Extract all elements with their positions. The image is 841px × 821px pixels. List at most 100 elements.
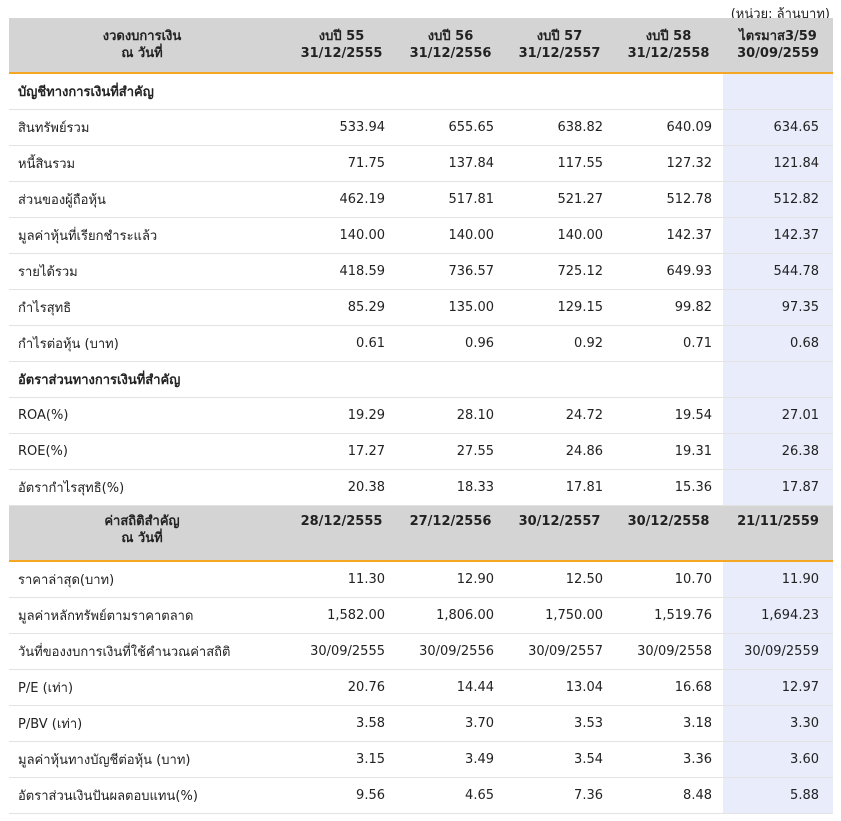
row-label: กำไรสุทธิ (9, 289, 287, 326)
row-value: 14.44 (396, 669, 505, 706)
section-financial-statements: บัญชีทางการเงินที่สำคัญ (9, 73, 833, 110)
header-label-line2: ณ วันที่ (121, 46, 163, 61)
header-column-date: 30/12/2557 (518, 514, 601, 529)
row-value: 0.92 (505, 325, 614, 362)
row-value: 725.12 (505, 253, 614, 290)
row-value: 517.81 (396, 181, 505, 218)
row-label: มูลค่าหุ้นทางบัญชีต่อหุ้น (บาท) (9, 741, 287, 778)
row-value: 4.65 (396, 777, 505, 814)
row-value: 30/09/2559 (723, 633, 833, 670)
row-value: 129.15 (505, 289, 614, 326)
row-value: 17.27 (287, 433, 396, 470)
row-value: 3.36 (614, 741, 723, 778)
row-value: 30/09/2556 (396, 633, 505, 670)
row-value: 1,694.23 (723, 597, 833, 634)
header-column-5: ไตรมาส3/59 30/09/2559 (723, 18, 833, 74)
row-value: 1,750.00 (505, 597, 614, 634)
row-value: 140.00 (505, 217, 614, 254)
header-column-title: งบปี 57 (536, 29, 583, 44)
row-value: 544.78 (723, 253, 833, 290)
table-row: ราคาล่าสุด(บาท) 11.30 12.90 12.50 10.70 11.90 (9, 561, 833, 598)
row-value: 3.60 (723, 741, 833, 778)
table-row: ROE(%) 17.27 27.55 24.86 19.31 26.38 (9, 433, 833, 470)
financial-table: งวดงบการเงินณ วันที่ งบปี 55 31/12/2555 งบป… (9, 18, 833, 814)
row-label: อัตรากำไรสุทธิ(%) (9, 469, 287, 506)
row-value: 0.96 (396, 325, 505, 362)
row-value: 24.86 (505, 433, 614, 470)
header-label-line1: ค่าสถิติสำคัญ (104, 514, 180, 529)
row-value: 17.87 (723, 469, 833, 506)
table-row: ส่วนของผู้ถือหุ้น 462.19 517.81 521.27 512.7… (9, 181, 833, 218)
row-value: 13.04 (505, 669, 614, 706)
table-row: P/BV (เท่า) 3.58 3.70 3.53 3.18 3.30 (9, 705, 833, 742)
table-row: อัตราส่วนเงินปันผลตอบแทน(%) 9.56 4.65 7.36 8… (9, 777, 833, 814)
row-value: 117.55 (505, 145, 614, 182)
table-row: อัตรากำไรสุทธิ(%) 20.38 18.33 17.81 15.36 17.… (9, 469, 833, 506)
row-value: 512.82 (723, 181, 833, 218)
header-column-4: 30/12/2558 (614, 505, 723, 562)
row-value: 19.31 (614, 433, 723, 470)
row-value: 12.50 (505, 561, 614, 598)
row-value: 30/09/2558 (614, 633, 723, 670)
header-column-title: งบปี 55 (318, 29, 365, 44)
row-value: 5.88 (723, 777, 833, 814)
row-value: 3.53 (505, 705, 614, 742)
row-value: 11.30 (287, 561, 396, 598)
table-header-row: ค่าสถิติสำคัญณ วันที่ 28/12/2555 27/12/255… (9, 505, 833, 562)
row-value: 16.68 (614, 669, 723, 706)
header-column-date: 30/09/2559 (737, 46, 819, 61)
table-row: กำไรสุทธิ 85.29 135.00 129.15 99.82 97.35 (9, 289, 833, 326)
section-highlight-cell (723, 361, 833, 398)
table-row: P/E (เท่า) 20.76 14.44 13.04 16.68 12.97 (9, 669, 833, 706)
table-row: รายได้รวม 418.59 736.57 725.12 649.93 544.78 (9, 253, 833, 290)
row-value: 18.33 (396, 469, 505, 506)
row-label: ROA(%) (9, 397, 287, 434)
row-value: 418.59 (287, 253, 396, 290)
row-value: 512.78 (614, 181, 723, 218)
row-label: รายได้รวม (9, 253, 287, 290)
row-value: 121.84 (723, 145, 833, 182)
row-label: P/E (เท่า) (9, 669, 287, 706)
header-column-date: 27/12/2556 (409, 514, 492, 529)
row-value: 140.00 (396, 217, 505, 254)
header-column-date: 21/11/2559 (737, 514, 819, 529)
table-row: สินทรัพย์รวม 533.94 655.65 638.82 640.09 634.… (9, 109, 833, 146)
row-value: 1,806.00 (396, 597, 505, 634)
header-column-2: งบปี 56 31/12/2556 (396, 18, 505, 74)
header-label-line1: งวดงบการเงิน (102, 29, 182, 44)
row-value: 0.71 (614, 325, 723, 362)
row-value: 655.65 (396, 109, 505, 146)
row-value: 8.48 (614, 777, 723, 814)
row-label: สินทรัพย์รวม (9, 109, 287, 146)
row-value: 12.90 (396, 561, 505, 598)
header-column-date: 31/12/2555 (300, 46, 383, 61)
header-column-title: ไตรมาส3/59 (739, 29, 817, 44)
row-value: 71.75 (287, 145, 396, 182)
row-value: 137.84 (396, 145, 505, 182)
row-label: ส่วนของผู้ถือหุ้น (9, 181, 287, 218)
row-value: 19.54 (614, 397, 723, 434)
row-value: 462.19 (287, 181, 396, 218)
row-label: P/BV (เท่า) (9, 705, 287, 742)
row-value: 11.90 (723, 561, 833, 598)
header-column-3: งบปี 57 31/12/2557 (505, 18, 614, 74)
row-label: หนี้สินรวม (9, 145, 287, 182)
header-column-date: 30/12/2558 (627, 514, 710, 529)
header-column-1: 28/12/2555 (287, 505, 396, 562)
row-value: 640.09 (614, 109, 723, 146)
table-row: มูลค่าหุ้นที่เรียกชำระแล้ว 140.00 140.00 14… (9, 217, 833, 254)
row-value: 10.70 (614, 561, 723, 598)
header-column-title: งบปี 58 (645, 29, 692, 44)
row-value: 17.81 (505, 469, 614, 506)
row-value: 19.29 (287, 397, 396, 434)
row-value: 99.82 (614, 289, 723, 326)
row-value: 521.27 (505, 181, 614, 218)
row-label: วันที่ของงบการเงินที่ใช้คำนวณค่าสถิติ (9, 633, 287, 670)
table-header-row: งวดงบการเงินณ วันที่ งบปี 55 31/12/2555 งบป… (9, 18, 833, 74)
row-value: 28.10 (396, 397, 505, 434)
row-value: 0.68 (723, 325, 833, 362)
header-column-2: 27/12/2556 (396, 505, 505, 562)
row-value: 15.36 (614, 469, 723, 506)
row-value: 30/09/2557 (505, 633, 614, 670)
row-label: ราคาล่าสุด(บาท) (9, 561, 287, 598)
